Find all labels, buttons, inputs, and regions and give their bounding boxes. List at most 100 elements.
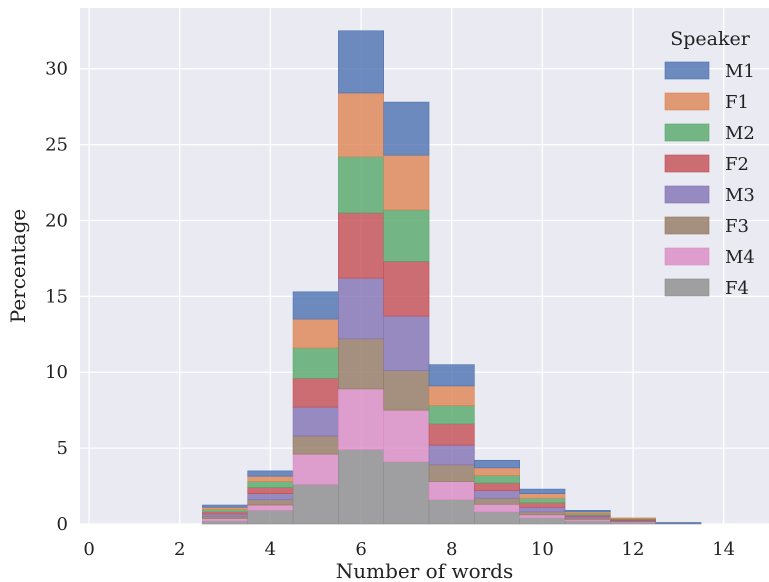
y-tick-label: 5 <box>57 438 68 459</box>
bar-f3 <box>292 435 339 455</box>
x-axis-label: Number of words <box>336 559 514 582</box>
bar-m1 <box>202 504 249 508</box>
bar-f4 <box>292 484 339 525</box>
bar-m3 <box>383 315 430 372</box>
bar-m3 <box>202 513 249 517</box>
bar-m1 <box>383 101 430 156</box>
bar-f2 <box>338 212 385 279</box>
bar-f4 <box>383 461 430 525</box>
bar-m3 <box>338 277 385 340</box>
bar-f1 <box>247 475 294 482</box>
legend-label-m1: M1 <box>725 61 755 82</box>
legend-swatch-m1 <box>664 61 710 80</box>
bar-f1 <box>610 517 656 519</box>
bar-m4 <box>428 481 475 501</box>
legend-label-m3: M3 <box>725 185 755 206</box>
legend-label-f4: F4 <box>725 278 749 299</box>
bar-f1 <box>202 507 249 510</box>
legend-swatch-m3 <box>664 185 710 204</box>
bar-m2 <box>247 481 294 488</box>
legend-label-f3: F3 <box>725 216 749 237</box>
bar-f3 <box>519 511 566 516</box>
bar-f3 <box>338 338 385 390</box>
bar-f3 <box>202 516 249 519</box>
legend-swatch-f2 <box>664 154 710 173</box>
bar-m4 <box>519 514 566 519</box>
bar-f4 <box>474 511 520 525</box>
y-tick-label: 0 <box>57 514 68 535</box>
bar-f2 <box>383 261 430 317</box>
y-tick-label: 30 <box>45 59 68 80</box>
bar-m1 <box>655 522 702 524</box>
bar-m4 <box>383 409 430 463</box>
bar-f3 <box>474 497 520 505</box>
x-tick-labels: 0 2 4 6 8 10 12 14 <box>83 539 735 560</box>
bars <box>202 30 702 525</box>
bar-m4 <box>202 518 249 522</box>
y-tick-label: 25 <box>45 135 68 156</box>
bar-f4 <box>338 449 385 525</box>
bar-m4 <box>292 453 339 485</box>
bar-m2 <box>519 497 566 504</box>
bar-f4 <box>428 499 475 525</box>
y-tick-label: 15 <box>45 286 68 307</box>
bar-m3 <box>474 490 520 499</box>
bar-m2 <box>202 509 249 513</box>
bar-f2 <box>474 482 520 491</box>
y-axis-label: Percentage <box>6 209 30 323</box>
bar-f2 <box>519 502 566 508</box>
bar-f2 <box>202 511 249 515</box>
bar-f2 <box>292 378 339 408</box>
legend-title: Speaker <box>670 28 751 50</box>
x-tick-label: 6 <box>355 539 366 560</box>
bar-m2 <box>383 209 430 262</box>
bar-m1 <box>292 291 339 320</box>
legend-label-f1: F1 <box>725 92 749 113</box>
bar-f1 <box>338 92 385 158</box>
legend-swatch-f1 <box>664 92 710 111</box>
y-tick-label: 20 <box>45 210 68 231</box>
bar-m1 <box>519 488 566 494</box>
bar-m4 <box>474 503 520 513</box>
x-tick-label: 14 <box>712 539 735 560</box>
legend-swatch-f4 <box>664 278 710 297</box>
bar-f2 <box>428 423 475 446</box>
x-tick-label: 4 <box>265 539 276 560</box>
bar-f4 <box>519 517 566 525</box>
bar-f3 <box>383 370 430 411</box>
legend: Speaker M1 F1 M2 F2 M3 F3 M4 F4 <box>664 28 755 299</box>
bar-f4 <box>564 520 611 525</box>
x-tick-label: 10 <box>531 539 554 560</box>
bar-f4 <box>202 520 249 525</box>
bar-m1 <box>474 459 520 469</box>
y-tick-labels: 0 5 10 15 20 25 30 <box>45 59 68 535</box>
x-tick-label: 8 <box>446 539 457 560</box>
legend-label-m2: M2 <box>725 123 755 144</box>
legend-swatch-m4 <box>664 247 710 266</box>
bar-m2 <box>292 347 339 379</box>
bar-m3 <box>292 406 339 437</box>
bar-f1 <box>474 467 520 476</box>
bar-m1 <box>428 364 475 387</box>
bar-m1 <box>247 470 294 477</box>
bar-m4 <box>338 388 385 450</box>
bar-m3 <box>519 507 566 513</box>
bar-f3 <box>428 464 475 482</box>
bar-f2 <box>247 487 294 494</box>
bar-f1 <box>383 154 430 211</box>
bar-m2 <box>428 405 475 425</box>
bar-m2 <box>338 156 385 214</box>
bar-f1 <box>519 493 566 499</box>
bar-m4 <box>247 504 294 511</box>
bar-f1 <box>428 385 475 406</box>
legend-swatch-m2 <box>664 123 710 142</box>
legend-label-m4: M4 <box>725 247 755 268</box>
y-tick-label: 10 <box>45 362 68 383</box>
bar-m3 <box>428 444 475 466</box>
bar-m3 <box>247 493 294 501</box>
x-tick-label: 2 <box>174 539 185 560</box>
bar-m1 <box>564 510 611 513</box>
legend-swatch-f3 <box>664 216 710 235</box>
bar-m1 <box>338 30 385 94</box>
